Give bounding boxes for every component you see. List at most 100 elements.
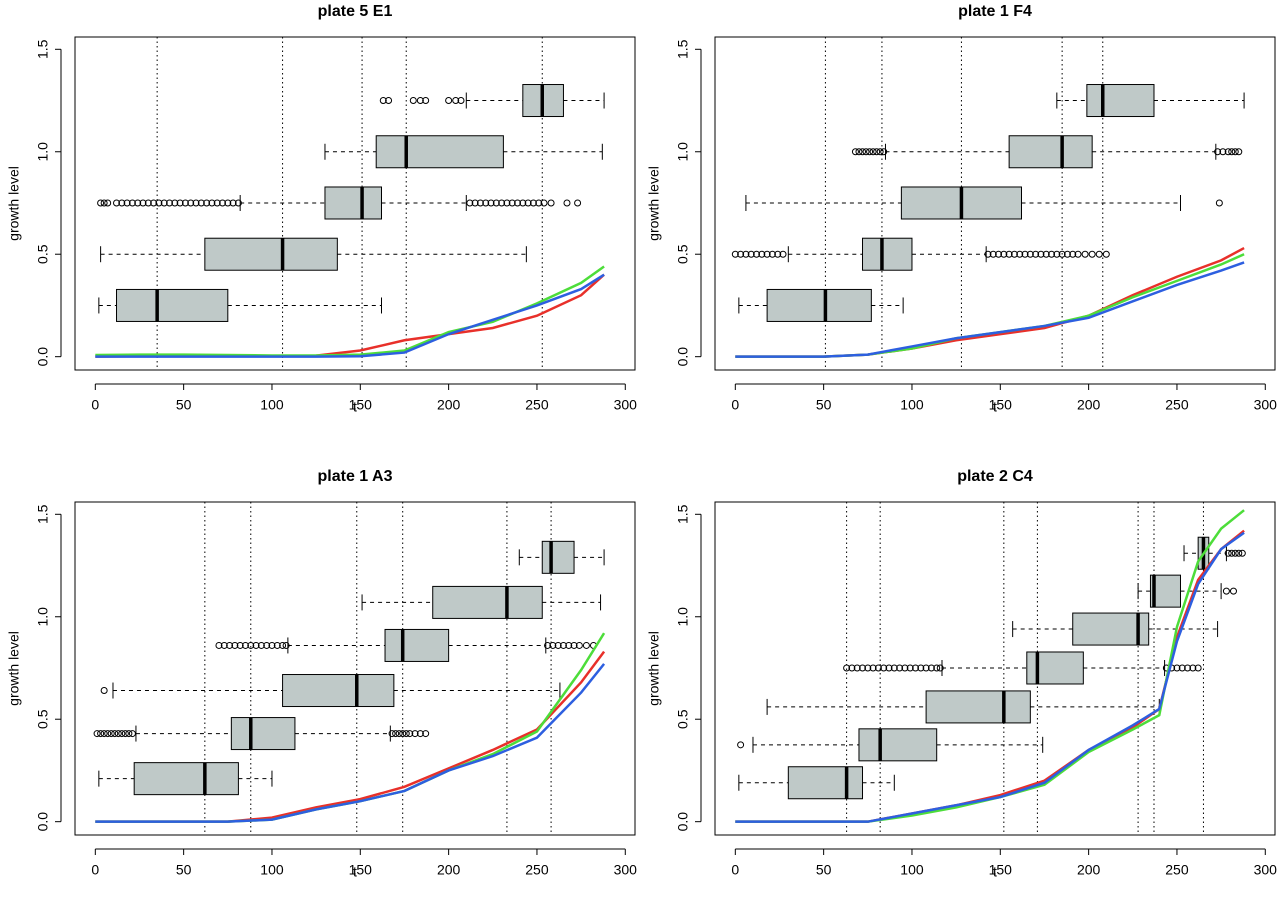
box-plot	[738, 288, 904, 322]
box-plot	[737, 728, 1044, 762]
y-tick-label: 0.0	[675, 347, 691, 367]
x-tick-label: 200	[437, 862, 461, 878]
outlier	[114, 730, 122, 738]
outlier	[104, 199, 112, 207]
box-plot	[324, 135, 603, 169]
outlier	[737, 250, 745, 258]
outlier	[150, 199, 158, 207]
outlier	[203, 199, 211, 207]
outlier	[514, 199, 522, 207]
outlier	[93, 730, 101, 738]
y-tick-label: 1.0	[35, 142, 51, 162]
outlier	[471, 199, 479, 207]
box	[541, 540, 575, 574]
x-tick-label: 0	[91, 862, 99, 878]
outlier	[880, 664, 888, 672]
outlier	[779, 250, 787, 258]
outlier	[1000, 250, 1008, 258]
x-tick-label: 300	[1254, 862, 1278, 878]
x-tick-label: 50	[816, 397, 832, 413]
outlier	[144, 199, 152, 207]
outlier	[933, 664, 941, 672]
outlier	[549, 641, 557, 649]
outlier	[866, 148, 874, 156]
outlier	[1042, 250, 1050, 258]
outlier	[399, 730, 407, 738]
x-tick-label: 300	[614, 862, 638, 878]
y-tick-label: 0.5	[675, 709, 691, 729]
x-tick-label: 150	[349, 862, 373, 878]
outlier	[1238, 549, 1246, 557]
outlier	[1231, 148, 1239, 156]
box	[204, 237, 338, 271]
outlier	[853, 664, 861, 672]
outlier	[1037, 250, 1045, 258]
outlier	[843, 664, 851, 672]
x-tick-label: 200	[1077, 397, 1101, 413]
outlier	[155, 199, 163, 207]
outlier	[1173, 664, 1181, 672]
y-tick-label: 0.5	[675, 244, 691, 264]
panel-title: plate 1 A3	[318, 468, 393, 485]
x-tick-label: 50	[176, 862, 192, 878]
outlier	[1032, 250, 1040, 258]
outlier	[1222, 587, 1230, 595]
box	[324, 186, 382, 220]
outlier	[922, 664, 930, 672]
outlier	[1231, 549, 1239, 557]
outlier	[855, 148, 863, 156]
outlier	[97, 730, 105, 738]
x-tick-label: 200	[1077, 862, 1101, 878]
outlier	[1069, 250, 1077, 258]
outlier	[747, 250, 755, 258]
outlier	[402, 730, 410, 738]
outlier	[848, 664, 856, 672]
box	[375, 135, 504, 169]
outlier	[445, 97, 453, 105]
box-plot	[738, 766, 895, 800]
outlier	[257, 641, 265, 649]
outlier	[753, 250, 761, 258]
outlier	[559, 641, 567, 649]
box-plot	[379, 84, 605, 118]
outlier	[869, 664, 877, 672]
panel: plate 1 A3 t growth level 0 50 100 150 200 250 30…	[6, 468, 637, 879]
x-tick-label: 0	[731, 862, 739, 878]
x-tick-label: 150	[989, 397, 1013, 413]
outlier	[535, 199, 543, 207]
outlier	[171, 199, 179, 207]
box	[133, 762, 239, 796]
outlier	[385, 97, 393, 105]
x-axis-label: t	[993, 864, 997, 880]
outlier	[851, 148, 859, 156]
box	[858, 728, 938, 762]
outlier	[482, 199, 490, 207]
box	[1086, 84, 1155, 118]
outlier	[984, 250, 992, 258]
box-plot	[100, 674, 561, 708]
outlier	[901, 664, 909, 672]
outlier	[273, 641, 281, 649]
x-tick-label: 50	[816, 862, 832, 878]
outlier	[229, 199, 237, 207]
outlier	[547, 199, 555, 207]
outlier	[457, 97, 465, 105]
outlier	[1074, 250, 1082, 258]
outlier	[1088, 250, 1096, 258]
outlier	[906, 664, 914, 672]
y-tick-label: 1.5	[675, 39, 691, 59]
outlier	[575, 641, 583, 649]
outlier	[220, 641, 228, 649]
outlier	[416, 730, 424, 738]
outlier	[252, 641, 260, 649]
outlier	[529, 199, 537, 207]
outlier	[758, 250, 766, 258]
outlier	[731, 250, 739, 258]
outlier	[263, 641, 271, 649]
x-tick-label: 150	[989, 862, 1013, 878]
box-plot	[518, 540, 605, 574]
series-line	[735, 531, 1245, 823]
outlier	[121, 730, 129, 738]
x-tick-label: 100	[260, 397, 284, 413]
